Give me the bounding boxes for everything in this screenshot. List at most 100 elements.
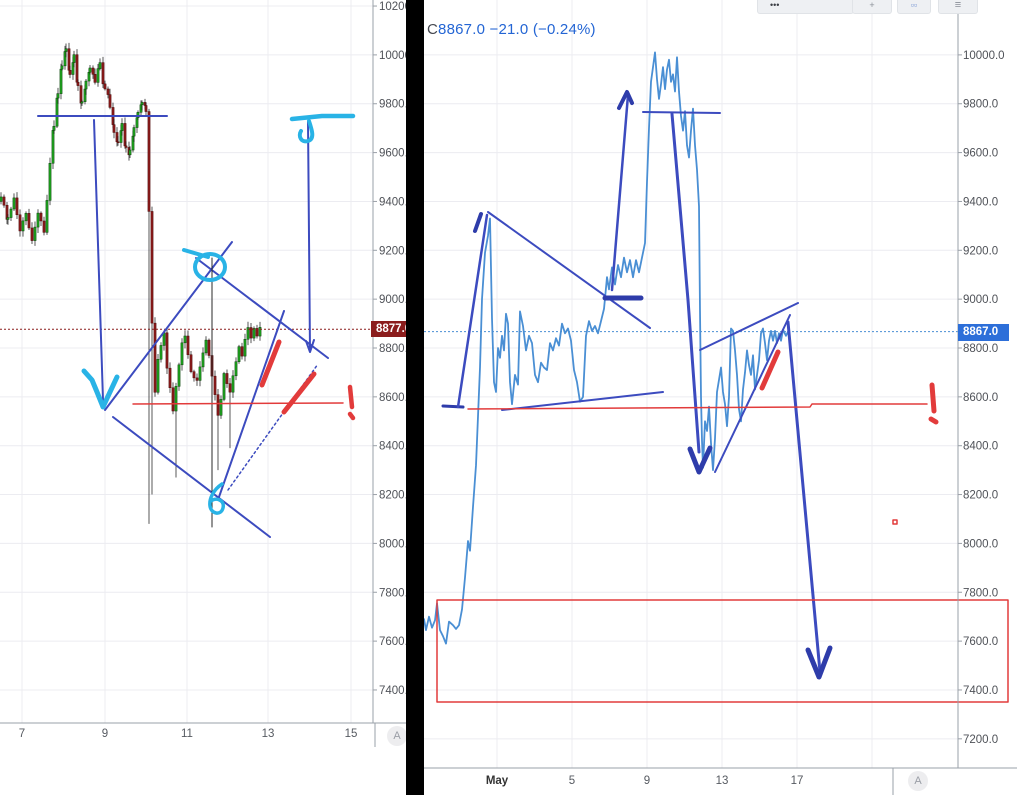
lower-channel-line[interactable] <box>112 416 271 538</box>
red-exclamation-stroke[interactable] <box>347 384 355 410</box>
up-arrow-1-line[interactable] <box>456 213 489 409</box>
y-axis-label[interactable]: 7600.0 <box>379 636 406 648</box>
diamond-down-trendline[interactable] <box>195 257 329 359</box>
x-axis-label[interactable]: 13 <box>262 728 275 740</box>
diamond-up-trendline[interactable] <box>104 241 233 411</box>
cyan-umbrella-top[interactable] <box>289 113 356 122</box>
cyan-circle[interactable] <box>193 252 227 282</box>
chart-split-divider[interactable] <box>406 0 424 795</box>
y-axis-label[interactable]: 7400.0 <box>963 685 998 697</box>
vertical-target-line[interactable] <box>307 120 311 352</box>
red-exclamation-dot[interactable] <box>928 416 939 425</box>
red-mini-square[interactable] <box>892 519 898 525</box>
x-axis-label[interactable]: 17 <box>791 775 804 787</box>
y-axis-label[interactable]: 8600.0 <box>963 392 998 404</box>
y-axis-label[interactable]: 10000.0 <box>379 50 406 62</box>
right-price-chart[interactable]: 10000.0 9800.0 9600.0 9400.0 9200.0 9000.0 880… <box>424 0 1017 795</box>
x-axis-label[interactable]: 7 <box>19 728 25 740</box>
y-axis-label[interactable]: 8400.0 <box>379 441 406 453</box>
candle <box>192 371 196 379</box>
red-support-line[interactable] <box>467 403 928 410</box>
y-axis-label[interactable]: 9200.0 <box>963 245 998 257</box>
y-axis-label[interactable]: 9800.0 <box>379 99 406 111</box>
candle <box>237 346 241 362</box>
red-marker-stroke[interactable] <box>759 349 781 391</box>
candle <box>64 48 68 52</box>
down-arrow-2-line[interactable] <box>786 320 822 674</box>
top-resistance-line[interactable] <box>642 111 721 114</box>
y-axis-label[interactable]: 9400.0 <box>963 196 998 208</box>
base-dash[interactable] <box>441 404 465 409</box>
x-axis-label[interactable]: 9 <box>102 728 108 740</box>
y-axis-label[interactable]: 9600.0 <box>963 148 998 160</box>
y-axis-label[interactable]: 8000.0 <box>963 538 998 550</box>
red-marker-stroke-1[interactable] <box>259 339 282 388</box>
cyan-umbrella-hook[interactable] <box>297 119 315 144</box>
y-axis-label[interactable]: 8400.0 <box>963 441 998 453</box>
x-axis-label[interactable]: 15 <box>345 728 358 740</box>
y-axis-label[interactable]: 7800.0 <box>379 587 406 599</box>
down-arrow-1-head[interactable] <box>687 445 713 475</box>
descending-trendline[interactable] <box>487 211 651 329</box>
up-arrow-2-line[interactable] <box>610 93 630 292</box>
red-exclamation-stroke[interactable] <box>929 382 937 414</box>
y-axis-label[interactable]: 7400.0 <box>379 685 406 697</box>
y-axis-label[interactable]: 9800.0 <box>963 99 998 111</box>
red-support-line[interactable] <box>132 402 344 405</box>
cyan-check-arrow[interactable] <box>81 368 120 410</box>
y-axis-label[interactable]: 8600.0 <box>379 392 406 404</box>
candle <box>156 358 160 393</box>
candle <box>120 123 124 131</box>
y-axis-label[interactable]: 10200.0 <box>379 1 406 13</box>
y-axis-label[interactable]: 7800.0 <box>963 587 998 599</box>
candle <box>96 68 100 83</box>
x-axis-label[interactable]: May <box>486 775 509 787</box>
candle <box>207 339 211 356</box>
left-price-chart[interactable]: 10200.0 10000.0 9800.0 9600.0 9400.0 9200.0 90… <box>0 0 406 795</box>
candle <box>183 335 187 344</box>
layout-icon[interactable]: ▫▫ <box>897 0 931 14</box>
down-arrow-1-line[interactable] <box>670 112 701 454</box>
symbol-legend: C8867.0 −21.0 (−0.24%) <box>427 21 596 38</box>
red-target-rectangle[interactable] <box>436 599 1009 703</box>
candle <box>33 226 37 241</box>
y-axis-label[interactable]: 8200.0 <box>379 490 406 502</box>
vertical-target-arrowhead[interactable] <box>305 339 315 353</box>
y-axis-label[interactable]: 10000.0 <box>963 50 1005 62</box>
y-axis-label[interactable]: 9600.0 <box>379 148 406 160</box>
wedge-upper-line[interactable] <box>699 302 799 351</box>
red-marker-stroke-2[interactable] <box>281 371 317 415</box>
cyan-six-glyph[interactable] <box>208 482 226 515</box>
down-measure-arrow[interactable] <box>93 119 104 401</box>
y-axis-label[interactable]: 9400.0 <box>379 196 406 208</box>
y-axis-label[interactable]: 8200.0 <box>963 490 998 502</box>
candle <box>2 196 6 206</box>
x-axis-label[interactable]: 11 <box>181 728 193 740</box>
dotted-up-trendline[interactable] <box>227 363 319 491</box>
y-axis-label[interactable]: 9000.0 <box>379 294 406 306</box>
cyan-dash[interactable] <box>182 248 210 259</box>
rising-support-line[interactable] <box>501 391 664 411</box>
candle <box>45 200 49 233</box>
left-autoscale-button[interactable]: A <box>387 726 407 746</box>
y-axis-label[interactable]: 7600.0 <box>963 636 998 648</box>
x-axis-label[interactable]: 13 <box>716 775 729 787</box>
candle <box>240 346 244 357</box>
y-axis-label[interactable]: 9200.0 <box>379 245 406 257</box>
x-axis-label[interactable]: 5 <box>569 775 575 787</box>
y-axis-label[interactable]: 8800.0 <box>379 343 406 355</box>
x-axis-label[interactable]: 9 <box>644 775 650 787</box>
wedge-lower-line[interactable] <box>714 314 791 473</box>
right-autoscale-button[interactable]: A <box>908 771 928 791</box>
y-axis-label[interactable]: 7200.0 <box>963 734 998 746</box>
y-axis-label[interactable]: 9000.0 <box>963 294 998 306</box>
y-axis-label[interactable]: 8800.0 <box>963 343 998 355</box>
y-axis-label[interactable]: 8000.0 <box>379 538 406 550</box>
menu-lines-icon[interactable]: ≡ <box>938 0 978 14</box>
ellipsis-button[interactable]: ••• <box>757 0 854 14</box>
down-arrow-2-head[interactable] <box>805 645 833 680</box>
up-arrow-1-head[interactable] <box>473 212 483 233</box>
up-arrow-2-head[interactable] <box>617 90 634 110</box>
screenshot-icon[interactable]: + <box>852 0 892 14</box>
red-exclamation-dot[interactable] <box>347 411 356 421</box>
